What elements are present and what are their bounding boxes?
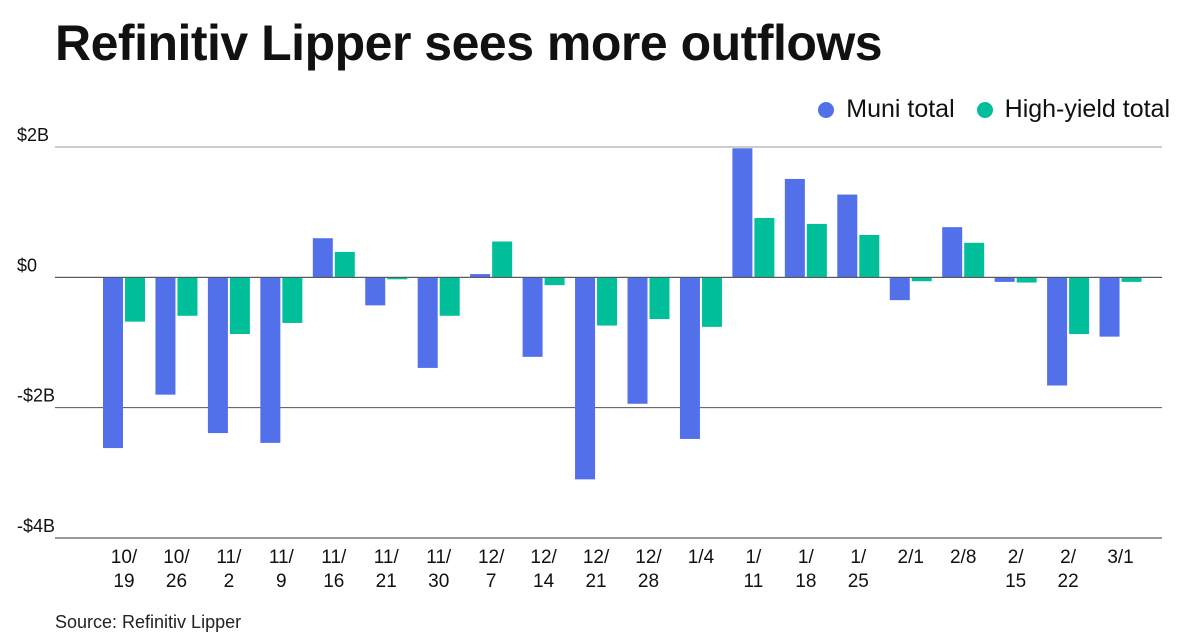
bar-muni [679, 277, 700, 439]
legend-item-high-yield: High-yield total [976, 95, 1170, 124]
bar-muni [994, 277, 1015, 282]
bar-high-yield [439, 277, 460, 316]
bar-muni [470, 274, 491, 278]
bar-muni [732, 148, 753, 278]
bar-high-yield [964, 242, 985, 278]
bar-high-yield [1069, 277, 1090, 335]
bar-high-yield [597, 277, 618, 326]
legend-label-high-yield: High-yield total [1004, 95, 1170, 123]
x-tick-label: 2/1 [898, 547, 924, 568]
source-note: Source: Refinitiv Lipper [55, 612, 242, 632]
x-tick-label: 11/21 [374, 547, 400, 592]
bar-high-yield [701, 277, 722, 327]
y-tick-label: $0 [17, 255, 37, 275]
x-tick-label: 10/26 [163, 547, 190, 592]
legend-label-muni: Muni total [846, 95, 955, 123]
bar-muni [1099, 277, 1120, 337]
bar-muni [260, 277, 281, 443]
x-tick-label: 12/21 [583, 547, 610, 592]
legend-item-muni: Muni total [818, 95, 955, 124]
bar-muni [522, 277, 543, 357]
bar-muni [417, 277, 438, 368]
bar-muni [784, 178, 805, 278]
x-tick-label: 2/22 [1058, 547, 1079, 592]
x-tick-label: 12/28 [635, 547, 662, 592]
x-tick-label: 12/14 [530, 547, 557, 592]
y-tick-label: $2B [17, 125, 49, 145]
x-tick-label: 1/25 [848, 547, 869, 592]
x-tick-label: 11/30 [426, 547, 452, 592]
legend-dot-muni-icon [818, 101, 835, 118]
bar-high-yield [387, 277, 408, 280]
bar-muni [627, 277, 648, 404]
bar-muni [103, 277, 123, 449]
x-tick-label: 1/11 [744, 547, 764, 592]
y-tick-label: -$2B [17, 386, 55, 406]
bar-muni [155, 277, 176, 395]
x-tick-label: 2/8 [950, 547, 976, 568]
x-tick-label: 10/19 [111, 547, 138, 592]
x-tick-label: 1/4 [688, 547, 715, 568]
bar-muni [207, 277, 228, 434]
bar-high-yield [492, 241, 513, 278]
x-tick-label: 2/15 [1005, 547, 1026, 592]
bar-high-yield [125, 277, 145, 322]
bar-muni [365, 277, 386, 306]
bar-high-yield [806, 223, 827, 278]
bar-high-yield [282, 277, 303, 323]
bar-muni [1047, 277, 1068, 386]
bar-high-yield [544, 277, 565, 286]
y-tick-label: -$4B [17, 516, 55, 536]
x-tick-label: 11/16 [321, 547, 347, 592]
bar-high-yield [177, 277, 198, 316]
bar-high-yield [754, 218, 775, 278]
x-tick-label: 11/2 [216, 547, 242, 592]
x-tick-label: 1/18 [795, 547, 816, 592]
bar-high-yield [649, 277, 670, 320]
bar-high-yield [334, 251, 355, 278]
legend-dot-high-yield-icon [976, 101, 993, 118]
bar-high-yield [229, 277, 250, 335]
bar-muni [942, 227, 963, 278]
bar-high-yield [859, 234, 880, 278]
bar-high-yield [911, 277, 932, 282]
chart-title: Refinitiv Lipper sees more outflows [55, 15, 883, 71]
bar-high-yield [1016, 277, 1037, 283]
bar-muni [575, 277, 596, 480]
legend: Muni total High-yield total [796, 95, 1170, 124]
bar-high-yield [1121, 277, 1142, 282]
x-tick-label: 3/1 [1107, 547, 1133, 568]
x-tick-label: 11/9 [269, 547, 295, 592]
x-tick-label: 12/7 [478, 547, 505, 592]
bar-muni [889, 277, 910, 301]
bar-muni [837, 194, 858, 278]
bar-muni [312, 238, 333, 278]
